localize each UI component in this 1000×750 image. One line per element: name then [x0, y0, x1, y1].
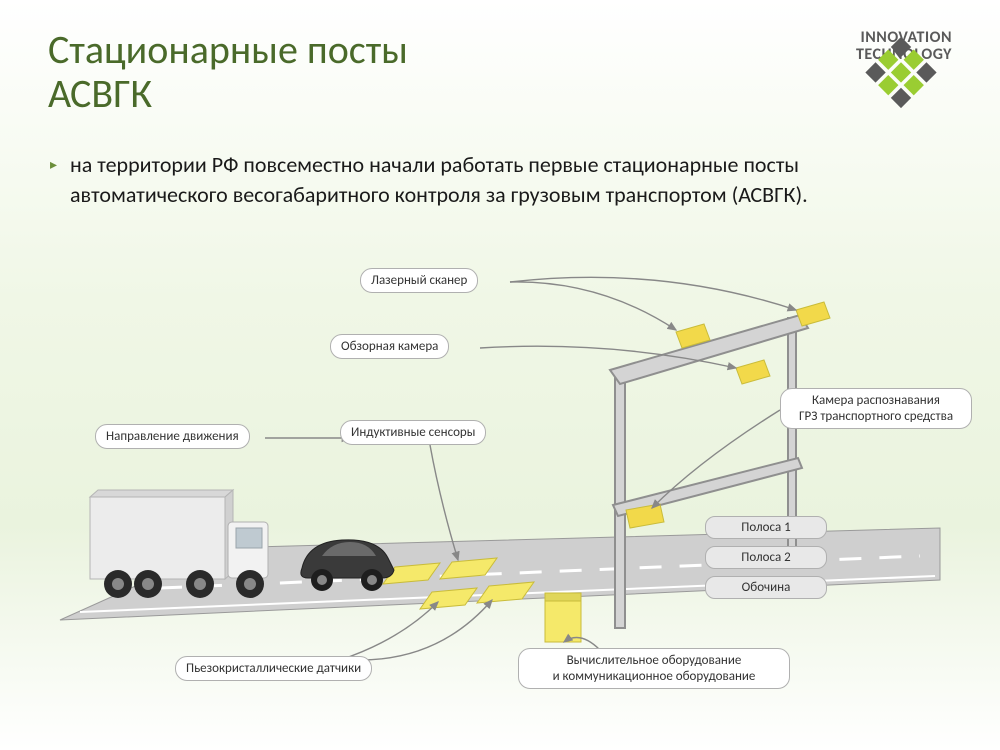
- shoulder: Обочина: [705, 576, 827, 599]
- label-direction: Направление движения: [95, 424, 250, 449]
- title-line-1: Стационарные посты: [48, 25, 408, 74]
- lane-2: Полоса 2: [705, 546, 827, 569]
- page-title: Стационарные посты АСВГК: [48, 28, 408, 116]
- label-laser: Лазерный сканер: [360, 268, 478, 293]
- label-overview-cam: Обзорная камера: [330, 334, 449, 359]
- diagram-svg: [40, 260, 960, 710]
- lane-1: Полоса 1: [705, 516, 827, 539]
- title-line-2: АСВГК: [48, 69, 152, 118]
- label-grz-cam-text: Камера распознаванияГРЗ транспортного ср…: [799, 393, 953, 424]
- label-grz-cam: Камера распознаванияГРЗ транспортного ср…: [780, 388, 972, 429]
- asvgk-diagram: Лазерный сканер Обзорная камера Направле…: [40, 260, 960, 710]
- body-paragraph: на территории РФ повсеместно начали рабо…: [70, 150, 950, 209]
- brand-logo: INNOVATION TECHNOLOGY: [856, 30, 960, 64]
- logo-icon: [856, 30, 946, 120]
- label-compute: Вычислительное оборудованиеи коммуникаци…: [518, 648, 790, 689]
- label-piezo: Пьезокристаллические датчики: [175, 656, 372, 681]
- compute-box: [545, 593, 581, 642]
- bullet-icon: ▸: [50, 156, 57, 173]
- label-compute-text: Вычислительное оборудованиеи коммуникаци…: [553, 653, 756, 684]
- label-inductive: Индуктивные сенсоры: [340, 420, 486, 445]
